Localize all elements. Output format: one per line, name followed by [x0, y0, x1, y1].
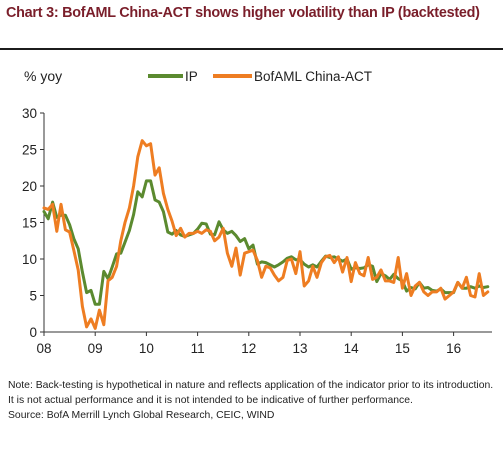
x-tick-label: 08 — [36, 341, 51, 356]
x-tick-label: 15 — [395, 341, 410, 356]
y-axis-label: % yoy — [24, 68, 62, 84]
chart-legend: IP BofAML China-ACT — [148, 69, 372, 84]
title-divider — [0, 48, 503, 50]
x-tick-label: 16 — [446, 341, 461, 356]
source-text: Source: BofA Merrill Lynch Global Resear… — [8, 410, 275, 421]
legend-label-china-act: BofAML China-ACT — [254, 69, 372, 84]
y-tick-label: 0 — [29, 325, 37, 340]
x-tick-label: 12 — [241, 341, 256, 356]
legend-label-ip: IP — [185, 69, 198, 84]
x-tick-label: 10 — [139, 341, 154, 356]
x-tick-label: 13 — [292, 341, 307, 356]
y-tick-label: 10 — [22, 252, 37, 267]
x-tick-label: 14 — [344, 341, 360, 356]
x-tick-label: 11 — [191, 341, 205, 356]
footnotes: Note: Back-testing is hypothetical in na… — [8, 378, 498, 423]
y-tick-label: 15 — [22, 216, 37, 231]
footnote-text: Note: Back-testing is hypothetical in na… — [8, 380, 494, 406]
line-chart: % yoy IP BofAML China-ACT 0 5 10 15 20 25 30 08… — [22, 68, 492, 356]
y-tick-label: 30 — [22, 106, 37, 121]
chart-title: Chart 3: BofAML China-ACT shows higher v… — [6, 5, 480, 21]
series-line-china-act — [42, 139, 490, 330]
y-tick-label: 25 — [22, 143, 37, 158]
y-tick-label: 5 — [29, 289, 37, 304]
y-tick-label: 20 — [22, 179, 37, 194]
x-tick-label: 09 — [88, 341, 103, 356]
